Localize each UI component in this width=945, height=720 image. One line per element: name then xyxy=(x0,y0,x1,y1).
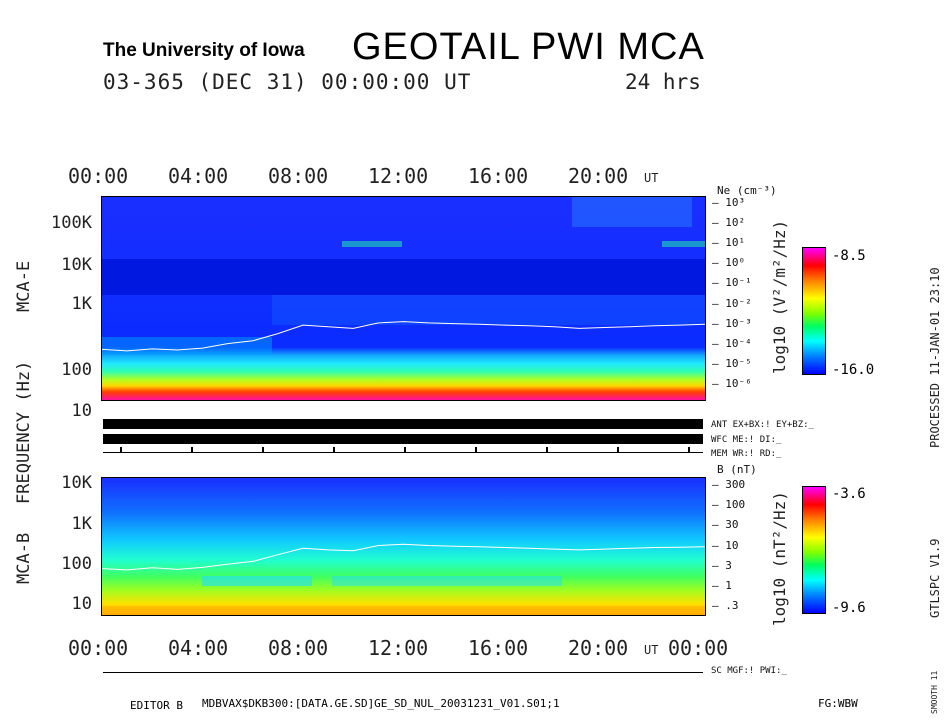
mem-tick xyxy=(120,447,122,453)
right-axis-tick: – .3 xyxy=(712,599,739,612)
e-colorbar-max: -8.5 xyxy=(832,248,866,264)
mem-tick xyxy=(404,447,406,453)
b-colorbar-max: -3.6 xyxy=(832,486,866,502)
mem-tick xyxy=(546,447,548,453)
mca-e-spectrogram xyxy=(101,196,706,401)
footer-fg: FG:WBW xyxy=(818,697,858,710)
right-axis-tick: – 10⁻³ xyxy=(712,316,752,330)
mem-tick xyxy=(191,447,193,453)
bottom-time-tick: 12:00 xyxy=(368,636,429,660)
e-right-axis-label: Ne (cm⁻³) xyxy=(717,184,777,197)
e-colorbar-min: -16.0 xyxy=(832,362,875,378)
top-time-tick: 04:00 xyxy=(168,164,229,188)
mca-e-label: MCA-E xyxy=(14,260,34,312)
bottom-time-tick: 00:00 xyxy=(668,636,729,660)
sc-status-text: SC MGF:! PWI:_ xyxy=(711,666,787,676)
date-line: 03-365 (DEC 31) 00:00:00 UT xyxy=(103,70,472,94)
frequency-axis-label: FREQUENCY (Hz) xyxy=(14,360,34,504)
mca-b-label: MCA-B xyxy=(14,532,34,584)
e-y-tick: 100 xyxy=(61,360,92,380)
bottom-time-tick: 20:00 xyxy=(568,636,629,660)
footer-path: MDBVAX$DKB300:[DATA.GE.SD]GE_SD_NUL_2003… xyxy=(202,697,560,710)
e-y-tick: 10 xyxy=(71,401,92,421)
b-y-tick: 1K xyxy=(71,514,92,534)
bottom-time-tick: 00:00 xyxy=(68,636,129,660)
e-colorbar xyxy=(802,247,826,375)
right-axis-tick: – 30 xyxy=(712,518,739,532)
ant-status-bar xyxy=(103,419,703,429)
processed-label: PROCESSED 11-JAN-01 23:10 xyxy=(928,267,942,448)
bottom-ut-label: UT xyxy=(644,643,659,657)
right-axis-tick: – 3 xyxy=(712,558,732,572)
bottom-time-tick: 16:00 xyxy=(468,636,529,660)
b-colorbar-min: -9.6 xyxy=(832,600,866,616)
right-axis-tick: – 300 xyxy=(712,478,746,491)
mem-tick xyxy=(475,447,477,453)
right-axis-tick: – 10 xyxy=(712,538,739,552)
mca-b-spectrogram xyxy=(101,477,706,616)
right-axis-tick: – 100 xyxy=(712,498,746,512)
bottom-time-tick: 04:00 xyxy=(168,636,229,660)
mem-status-text: MEM WR:! RD:_ xyxy=(711,449,782,459)
right-axis-tick: – 10² xyxy=(712,216,746,230)
right-axis-tick: – 10⁻⁶ xyxy=(712,377,752,390)
mem-tick xyxy=(333,447,335,453)
right-axis-tick: – 10⁻⁴ xyxy=(712,336,752,350)
mca-e-trace xyxy=(102,321,705,352)
right-axis-tick: – 10³ xyxy=(712,196,746,209)
right-axis-tick: – 10⁻¹ xyxy=(712,276,752,290)
top-time-tick: 08:00 xyxy=(268,164,329,188)
top-time-tick: 12:00 xyxy=(368,164,429,188)
right-axis-tick: – 10⁰ xyxy=(712,256,746,270)
mem-tick xyxy=(617,447,619,453)
e-y-tick: 100K xyxy=(51,213,92,233)
institution-label: The University of Iowa xyxy=(103,40,305,61)
ant-status-text: ANT EX+BX:! EY+BZ:_ xyxy=(711,420,814,430)
b-colorbar-label: log10 (nT²/Hz) xyxy=(770,491,789,626)
right-axis-tick: – 10⁻⁵ xyxy=(712,356,752,370)
top-ut-label: UT xyxy=(644,171,659,185)
top-time-tick: 20:00 xyxy=(568,164,629,188)
plot-title: GEOTAIL PWI MCA xyxy=(352,26,705,68)
top-time-tick: 00:00 xyxy=(68,164,129,188)
program-version-label: GTLSPC V1.9 xyxy=(928,538,942,618)
b-right-axis-label: B (nT) xyxy=(717,463,757,476)
wfc-status-bar xyxy=(103,434,703,444)
e-y-tick: 1K xyxy=(71,294,92,314)
bottom-time-tick: 08:00 xyxy=(268,636,329,660)
b-y-tick: 10K xyxy=(61,473,92,493)
footer-editor: EDITOR B xyxy=(130,699,183,712)
sc-status-line xyxy=(103,672,703,673)
b-colorbar xyxy=(802,486,826,614)
smooth-label: SMOOTH 11 xyxy=(930,670,939,714)
mca-b-trace xyxy=(102,543,705,571)
b-y-tick: 10 xyxy=(71,594,92,614)
b-y-tick: 100 xyxy=(61,554,92,574)
duration-label: 24 hrs xyxy=(625,70,701,94)
right-axis-tick: – 10⁻² xyxy=(712,296,752,310)
mem-tick xyxy=(688,447,690,453)
wfc-status-text: WFC ME:! DI:_ xyxy=(711,435,782,445)
e-colorbar-label: log10 (V²/m²/Hz) xyxy=(770,219,789,374)
top-time-tick: 16:00 xyxy=(468,164,529,188)
mem-status-line xyxy=(103,452,703,453)
right-axis-tick: – 1 xyxy=(712,578,732,592)
mem-tick xyxy=(262,447,264,453)
e-y-tick: 10K xyxy=(61,255,92,275)
right-axis-tick: – 10¹ xyxy=(712,236,746,250)
